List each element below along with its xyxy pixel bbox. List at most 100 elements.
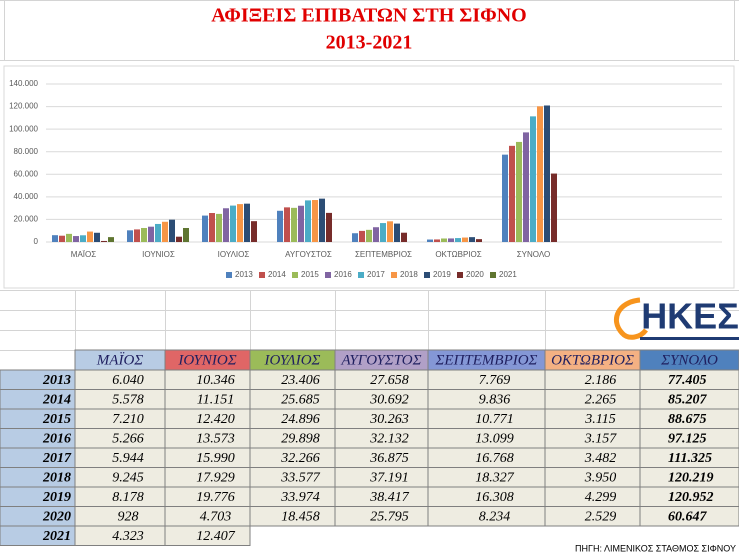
bar bbox=[401, 232, 407, 242]
bar bbox=[359, 230, 365, 242]
bar bbox=[148, 226, 154, 242]
column-header: ΙΟΥΝΙΟΣ bbox=[177, 352, 236, 368]
bar bbox=[216, 213, 222, 242]
bar bbox=[141, 227, 147, 242]
column-header: ΜΑΪΟΣ bbox=[96, 351, 143, 368]
cell-value: 3.482 bbox=[584, 451, 617, 466]
cell-value: 32.266 bbox=[280, 451, 320, 466]
legend-label: 2015 bbox=[301, 270, 319, 279]
bar bbox=[380, 223, 386, 242]
column-header: ΙΟΥΛΙΟΣ bbox=[264, 352, 321, 368]
total-value: 60.647 bbox=[668, 509, 708, 524]
bar bbox=[312, 200, 318, 242]
bar bbox=[291, 207, 297, 242]
bar bbox=[277, 210, 283, 242]
y-tick-label: 60.000 bbox=[14, 169, 39, 178]
year-label: 2021 bbox=[42, 529, 71, 544]
bar bbox=[202, 215, 208, 242]
legend-label: 2019 bbox=[433, 270, 451, 279]
column-header: ΣΕΠΤΕΜΒΡΙΟΣ bbox=[435, 352, 538, 368]
cell-value: 23.406 bbox=[281, 373, 320, 388]
bar bbox=[352, 233, 358, 242]
cell-value: 18.458 bbox=[281, 509, 320, 524]
cell-value: 928 bbox=[118, 509, 139, 524]
bar bbox=[537, 106, 543, 242]
legend-label: 2016 bbox=[334, 270, 352, 279]
logo-swoosh bbox=[614, 297, 648, 340]
total-value: 88.675 bbox=[668, 412, 707, 427]
x-tick-label: ΑΥΓΟΥΣΤΟΣ bbox=[285, 250, 332, 259]
cell-value: 37.191 bbox=[369, 470, 409, 485]
y-tick-label: 100.000 bbox=[9, 124, 38, 133]
legend-label: 2013 bbox=[235, 270, 253, 279]
cell-value: 8.178 bbox=[112, 490, 144, 505]
bar bbox=[162, 221, 168, 242]
total-value: 120.952 bbox=[668, 490, 714, 505]
bar bbox=[223, 208, 229, 242]
bar bbox=[366, 229, 372, 242]
x-tick-label: ΙΟΥΛΙΟΣ bbox=[218, 250, 250, 259]
cell-value: 29.898 bbox=[281, 431, 320, 446]
bar bbox=[373, 227, 379, 242]
bar bbox=[94, 232, 100, 242]
year-label: 2018 bbox=[42, 470, 71, 485]
cell-value: 4.323 bbox=[112, 529, 144, 544]
bar bbox=[169, 219, 175, 242]
cell-value: 12.420 bbox=[196, 412, 235, 427]
cell-value: 2.186 bbox=[585, 373, 617, 388]
bar bbox=[80, 235, 86, 242]
bar bbox=[326, 212, 332, 242]
bar bbox=[52, 235, 58, 242]
cell-value: 33.577 bbox=[280, 470, 321, 485]
cell-value: 2.265 bbox=[585, 392, 617, 407]
cell-value: 13.573 bbox=[196, 431, 235, 446]
chart-subtitle: 2013-2021 bbox=[326, 32, 413, 54]
bar bbox=[101, 240, 107, 242]
year-label: 2015 bbox=[42, 412, 71, 427]
bar bbox=[73, 236, 79, 242]
cell-value: 30.692 bbox=[369, 392, 409, 407]
cell-value: 5.266 bbox=[112, 431, 144, 446]
bar bbox=[523, 132, 529, 242]
legend-swatch bbox=[391, 272, 397, 278]
cell-value: 19.776 bbox=[196, 490, 235, 505]
cell-value: 9.836 bbox=[479, 392, 511, 407]
total-value: 77.405 bbox=[668, 373, 707, 388]
chart-area bbox=[3, 65, 735, 289]
legend-label: 2018 bbox=[400, 270, 418, 279]
cell-value: 13.099 bbox=[475, 431, 514, 446]
bar bbox=[87, 231, 93, 242]
cell-value: 18.327 bbox=[475, 470, 515, 485]
bar bbox=[209, 213, 215, 242]
total-value: 120.219 bbox=[668, 470, 714, 485]
column-header: ΣΥΝΟΛΟ bbox=[660, 352, 718, 368]
year-label: 2017 bbox=[42, 451, 72, 466]
column-header: ΑΥΓΟΥΣΤΟΣ bbox=[340, 352, 421, 368]
legend-swatch bbox=[226, 272, 232, 278]
bar bbox=[59, 235, 65, 242]
y-tick-label: 40.000 bbox=[14, 192, 39, 201]
bar bbox=[476, 239, 482, 242]
x-tick-label: ΟΚΤΩΒΡΙΟΣ bbox=[435, 250, 481, 259]
bar bbox=[530, 116, 536, 242]
cell-value: 25.795 bbox=[370, 509, 409, 524]
bar bbox=[134, 229, 140, 242]
cell-value: 9.245 bbox=[112, 470, 144, 485]
legend-label: 2017 bbox=[367, 270, 385, 279]
legend-swatch bbox=[325, 272, 331, 278]
cell-value: 3.115 bbox=[584, 412, 615, 427]
cell-value: 6.040 bbox=[112, 373, 144, 388]
bar bbox=[544, 105, 550, 242]
cell-value: 5.944 bbox=[112, 451, 144, 466]
legend-label: 2020 bbox=[466, 270, 484, 279]
cell-value: 16.768 bbox=[475, 451, 514, 466]
bar bbox=[434, 239, 440, 242]
cell-value: 32.132 bbox=[369, 431, 409, 446]
bar bbox=[516, 141, 522, 242]
bar bbox=[551, 173, 557, 242]
cell-value: 30.263 bbox=[369, 412, 409, 427]
x-tick-label: ΣΥΝΟΛΟ bbox=[517, 250, 551, 259]
bar bbox=[427, 239, 433, 242]
year-label: 2016 bbox=[42, 431, 71, 446]
cell-value: 25.685 bbox=[281, 392, 320, 407]
